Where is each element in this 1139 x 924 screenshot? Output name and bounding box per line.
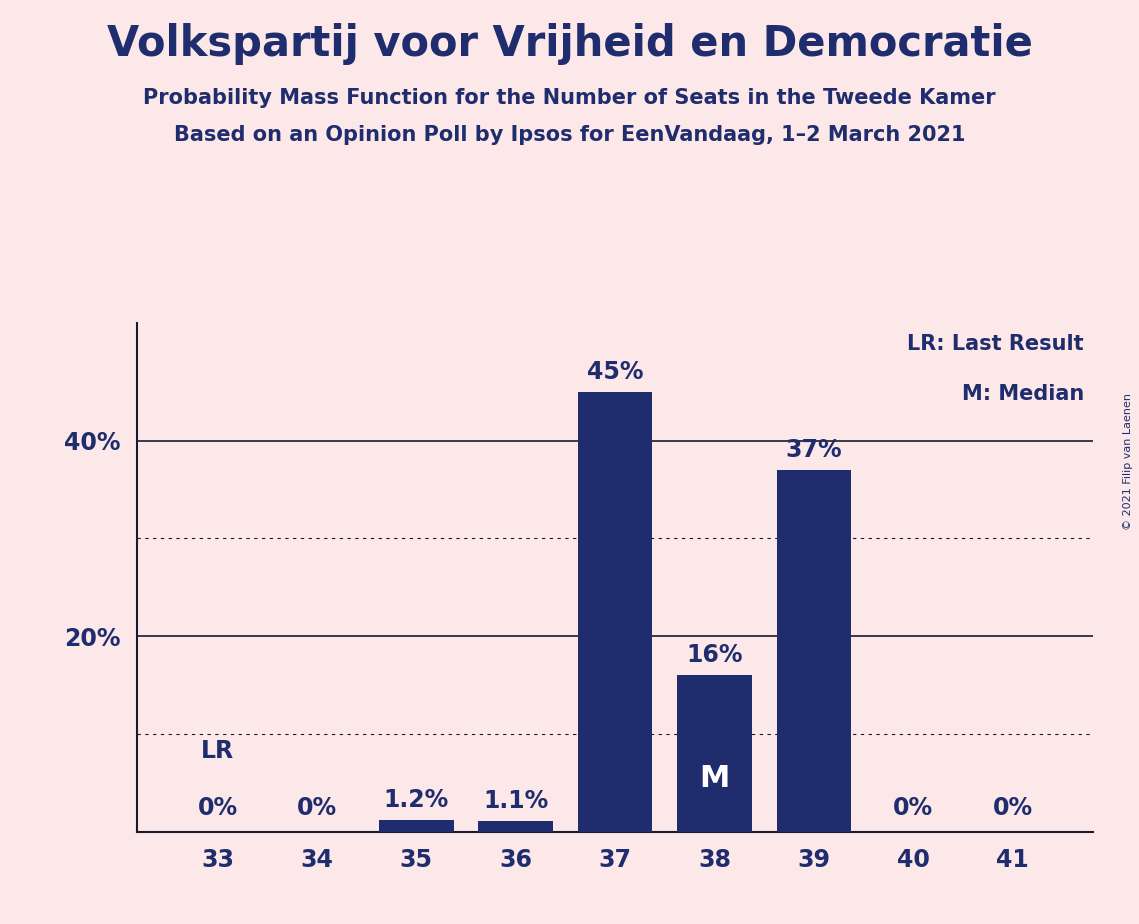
Text: Based on an Opinion Poll by Ipsos for EenVandaag, 1–2 March 2021: Based on an Opinion Poll by Ipsos for Ee… [174,125,965,145]
Text: M: M [699,763,730,793]
Text: © 2021 Filip van Laenen: © 2021 Filip van Laenen [1123,394,1133,530]
Bar [379,820,453,832]
Text: 0%: 0% [297,796,337,820]
Text: M: Median: M: Median [961,384,1084,405]
Text: 1.2%: 1.2% [384,788,449,812]
Text: 16%: 16% [686,643,743,667]
Text: Volkspartij voor Vrijheid en Democratie: Volkspartij voor Vrijheid en Democratie [107,23,1032,65]
Text: LR: Last Result: LR: Last Result [908,334,1084,354]
Text: 1.1%: 1.1% [483,789,548,813]
Bar [777,470,851,832]
Text: 0%: 0% [992,796,1033,820]
Bar [577,392,653,832]
Bar [478,821,552,832]
Text: 0%: 0% [197,796,238,820]
Text: 45%: 45% [587,360,644,384]
Text: LR: LR [200,739,233,763]
Text: 0%: 0% [893,796,933,820]
Bar [678,675,752,832]
Text: Probability Mass Function for the Number of Seats in the Tweede Kamer: Probability Mass Function for the Number… [144,88,995,108]
Text: 37%: 37% [786,438,842,462]
